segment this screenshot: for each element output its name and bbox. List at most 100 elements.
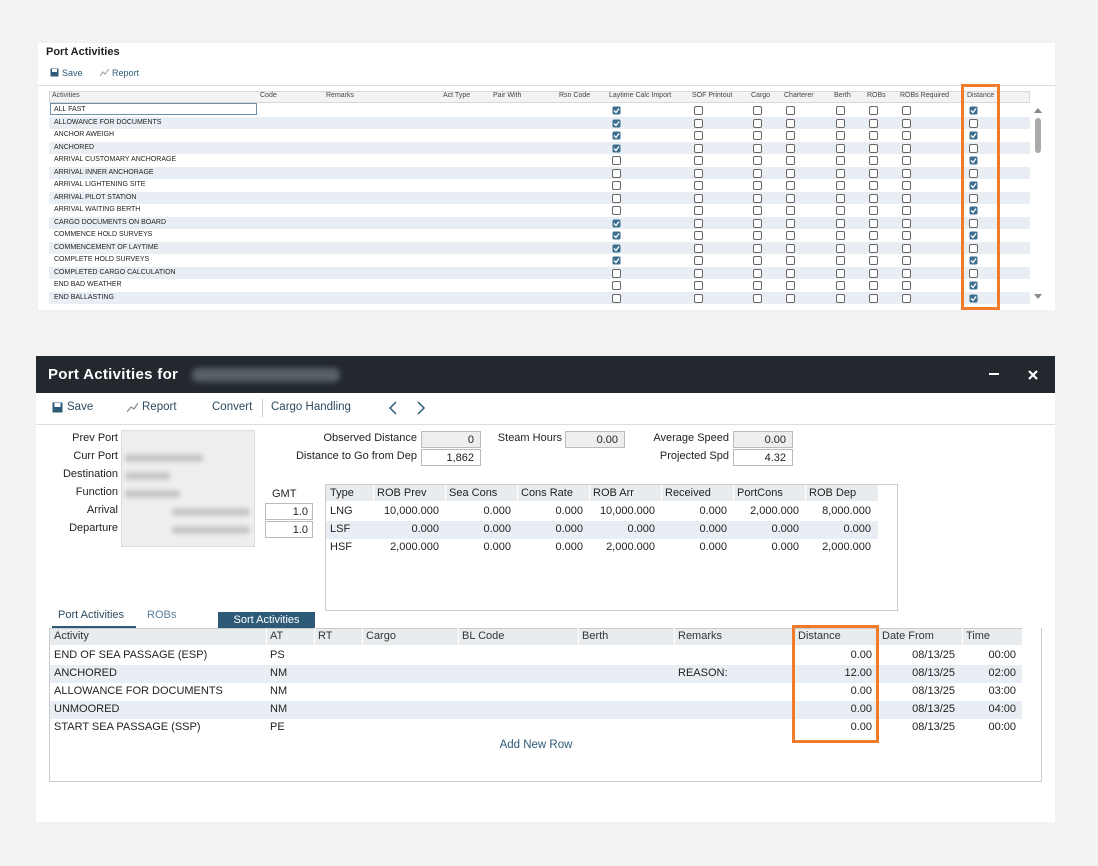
col-divider xyxy=(661,485,662,501)
checkbox xyxy=(753,281,762,290)
activity-name: COMPLETED CARGO CALCULATION xyxy=(54,268,176,276)
column-header: Charterer xyxy=(784,92,814,99)
checkbox xyxy=(969,218,978,228)
checkbox xyxy=(786,106,795,115)
checkbox xyxy=(786,268,795,278)
checkbox xyxy=(694,293,703,303)
activity-distance: 0.00 xyxy=(850,703,872,715)
activity-name: ANCHOR AWEIGH xyxy=(54,131,115,138)
checkbox xyxy=(612,206,621,215)
checkbox xyxy=(902,231,911,240)
checkbox xyxy=(694,281,703,290)
column-header: Laytime Calc Import xyxy=(609,92,672,99)
toolbar-button[interactable]: Convert xyxy=(212,401,253,413)
toolbar-divider xyxy=(38,85,1055,86)
report-button[interactable]: Report xyxy=(112,68,140,78)
column-header: Rsn Code xyxy=(559,92,591,99)
add-row-link[interactable]: Add New Row xyxy=(499,739,573,751)
column-header: ROBs xyxy=(867,92,886,99)
checkbox xyxy=(869,181,878,190)
toolbar-button[interactable]: Save xyxy=(67,401,94,413)
tab[interactable]: ROBs xyxy=(147,609,177,621)
checkbox xyxy=(869,231,878,240)
checkbox xyxy=(969,193,978,203)
rob-col-header: ROB Prev xyxy=(377,487,427,499)
activity: END OF SEA PASSAGE (ESP) xyxy=(54,649,208,661)
tab-underline xyxy=(52,626,136,628)
checkbox xyxy=(786,256,795,265)
activity: START SEA PASSAGE (SSP) xyxy=(54,721,201,733)
checkbox xyxy=(869,293,878,303)
tab[interactable]: Port Activities xyxy=(58,609,125,621)
rob-value: 2,000.000 xyxy=(606,541,655,553)
next-arrow xyxy=(417,401,426,415)
activity-at: PS xyxy=(270,649,285,661)
checkbox xyxy=(753,293,762,303)
save-icon xyxy=(50,68,59,77)
checkbox xyxy=(869,118,878,128)
checkbox xyxy=(694,256,703,265)
checkbox xyxy=(786,243,795,253)
stat-label: Average Speed xyxy=(653,432,729,444)
activity-header xyxy=(50,628,1022,645)
column-header: Cargo xyxy=(751,92,771,99)
activity-name: ARRIVAL INNER ANCHORAGE xyxy=(54,168,154,176)
row-bg xyxy=(49,166,1030,179)
row-bg xyxy=(50,665,1022,683)
checkbox xyxy=(786,281,795,290)
field-label: Arrival xyxy=(86,504,118,516)
checkbox xyxy=(612,268,621,278)
checkbox xyxy=(836,131,845,140)
field-label: Departure xyxy=(69,522,118,534)
activity-distance: 0.00 xyxy=(850,685,872,697)
col-divider xyxy=(578,628,579,645)
column-header: Activities xyxy=(52,92,80,99)
col-divider xyxy=(266,628,267,645)
sort-button[interactable]: Sort Activities xyxy=(218,612,315,629)
col-divider xyxy=(314,628,315,645)
activity-at: NM xyxy=(270,667,288,679)
checkbox xyxy=(612,119,621,127)
checkbox xyxy=(869,256,878,265)
rob-value: 0.000 xyxy=(483,505,511,517)
checkbox xyxy=(902,243,911,253)
activity-name: ARRIVAL CUSTOMARY ANCHORAGE xyxy=(54,156,177,163)
checkbox xyxy=(786,143,795,153)
checkbox xyxy=(836,118,845,128)
toolbar-button[interactable]: Report xyxy=(142,401,177,413)
col-divider xyxy=(517,485,518,501)
checkbox xyxy=(969,143,978,153)
col-divider xyxy=(362,628,363,645)
rob-col-header: Cons Rate xyxy=(521,487,573,499)
checkbox xyxy=(694,243,703,253)
checkbox xyxy=(786,231,795,240)
row-bg xyxy=(49,191,1030,204)
activity-name: ARRIVAL PILOT STATION xyxy=(54,193,137,201)
checkbox xyxy=(694,218,703,228)
rob-type: HSF xyxy=(330,541,352,553)
checkbox xyxy=(836,218,845,228)
checkbox xyxy=(786,131,795,140)
stat-value: 1,862 xyxy=(421,449,481,466)
activity-time: 02:00 xyxy=(988,667,1016,679)
col-divider xyxy=(962,628,963,645)
save-button[interactable]: Save xyxy=(62,68,83,78)
toolbar-button[interactable]: Cargo Handling xyxy=(271,401,351,413)
checkbox xyxy=(786,156,795,165)
checkbox xyxy=(753,118,762,128)
checkbox xyxy=(753,131,762,140)
checkbox xyxy=(969,243,978,253)
checkbox xyxy=(902,206,911,215)
checkbox xyxy=(836,243,845,253)
rob-table xyxy=(325,484,898,611)
checkbox xyxy=(836,281,845,290)
checkbox xyxy=(612,219,621,227)
dialog-header xyxy=(36,356,1055,393)
checkbox xyxy=(786,293,795,303)
col-divider xyxy=(805,485,806,501)
highlight-box xyxy=(961,84,1000,310)
toolbar-line xyxy=(36,424,1055,425)
checkbox xyxy=(836,256,845,265)
rob-value: 10,000.000 xyxy=(599,505,655,517)
